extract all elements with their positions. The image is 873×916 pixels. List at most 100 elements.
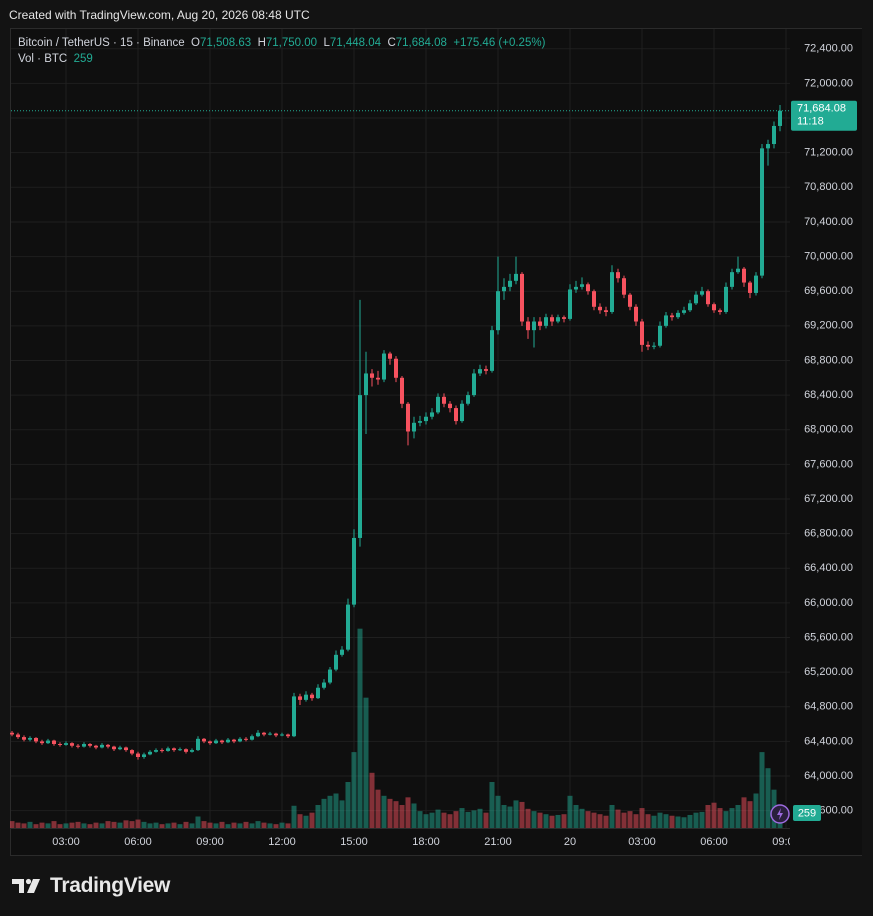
candle-body xyxy=(178,749,182,751)
candle-body xyxy=(46,740,50,744)
volume-bar xyxy=(597,814,603,828)
volume-bar xyxy=(381,795,387,828)
candle-body xyxy=(328,669,332,683)
candle-body xyxy=(628,294,632,307)
volume-bar xyxy=(201,821,207,828)
y-tick-label: 64,000.00 xyxy=(804,770,853,782)
candle-body xyxy=(724,286,728,312)
volume-bar xyxy=(159,824,165,828)
volume-bar xyxy=(477,808,483,828)
y-tick-label: 67,200.00 xyxy=(804,493,853,505)
volume-bar xyxy=(699,811,705,828)
volume-bar xyxy=(297,814,303,828)
candle-body xyxy=(370,373,374,378)
candle-body xyxy=(448,403,452,409)
volume-bar xyxy=(759,752,765,828)
candle-body xyxy=(118,747,122,750)
close-value: 71,684.08 xyxy=(395,37,447,49)
volume-bar xyxy=(129,821,135,828)
volume-bar xyxy=(183,821,189,828)
last-price-badge xyxy=(791,100,857,131)
candle-body xyxy=(184,749,188,752)
candle-body xyxy=(40,741,44,744)
candle-body xyxy=(64,743,68,745)
candle-body xyxy=(304,694,308,700)
candle-body xyxy=(676,312,680,318)
volume-bar xyxy=(549,815,555,828)
candle-body xyxy=(340,649,344,655)
volume-bar xyxy=(753,793,759,828)
candle-body xyxy=(130,750,134,754)
x-tick-label: 06:00 xyxy=(700,836,728,848)
volume-bar xyxy=(711,802,717,828)
candle-body xyxy=(22,737,26,740)
volume-bar xyxy=(333,793,339,828)
candle-body xyxy=(364,373,368,396)
chart-frame xyxy=(10,28,862,856)
symbol[interactable]: Bitcoin / TetherUS · 15 · Binance xyxy=(18,37,185,49)
candle-body xyxy=(484,369,488,371)
candle-body xyxy=(610,272,614,312)
candle-body xyxy=(682,310,686,313)
volume-bar xyxy=(465,811,471,828)
candle-body xyxy=(466,395,470,404)
candle-body xyxy=(556,317,560,322)
candle-body xyxy=(262,732,266,735)
candle-body xyxy=(760,148,764,276)
volume-bar xyxy=(351,752,357,828)
volume-bar xyxy=(417,811,423,828)
volume-bar xyxy=(717,808,723,828)
open-value: 71,508.63 xyxy=(199,37,252,49)
volume-bar xyxy=(675,816,681,828)
candle-body xyxy=(778,110,782,126)
volume-bar xyxy=(663,814,669,828)
candle-body xyxy=(148,751,152,755)
candle-body xyxy=(502,286,506,292)
candle-body xyxy=(70,743,74,746)
volume-bar xyxy=(693,812,699,828)
volume-bar xyxy=(363,697,369,828)
volume-bar xyxy=(483,812,489,828)
candle-body xyxy=(562,317,566,319)
x-tick-label: 21:00 xyxy=(484,836,512,848)
candle-body xyxy=(166,748,170,751)
volume-bar xyxy=(579,808,585,828)
volume-bar xyxy=(741,797,747,828)
candle-body xyxy=(238,738,242,742)
volume-bar xyxy=(375,789,381,828)
candle-body xyxy=(442,396,446,404)
candle-body xyxy=(196,738,200,751)
volume-bar xyxy=(555,814,561,828)
volume-label[interactable]: Vol · BTC xyxy=(18,53,68,65)
candle-body xyxy=(286,734,290,737)
volume-bar xyxy=(207,822,213,828)
candle-body xyxy=(52,740,56,745)
volume-bar xyxy=(111,821,117,828)
candle-body xyxy=(202,738,206,742)
candle-body xyxy=(172,748,176,751)
candle-body xyxy=(250,736,254,740)
candle-body xyxy=(586,284,590,292)
candle-body xyxy=(646,344,650,347)
x-tick-label: 12:00 xyxy=(268,836,296,848)
last-price-label: 71,684.08 xyxy=(797,103,846,115)
y-tick-label: 66,800.00 xyxy=(804,528,853,540)
y-tick-label: 71,200.00 xyxy=(804,147,853,159)
candle-body xyxy=(82,744,86,747)
volume-bar xyxy=(513,800,519,828)
candle-body xyxy=(214,740,218,744)
volume-bar xyxy=(639,808,645,828)
candle-body xyxy=(154,750,158,752)
volume-bar xyxy=(249,823,255,828)
high-value: 71,750.00 xyxy=(265,37,318,49)
volume-bar xyxy=(507,806,513,828)
volume-bar xyxy=(177,824,183,828)
candle-body xyxy=(406,403,410,432)
logo: TradingView xyxy=(12,874,170,898)
volume-bar xyxy=(195,816,201,828)
h-label: H xyxy=(257,37,266,49)
candle-body xyxy=(670,315,674,318)
candle-body xyxy=(772,125,776,145)
volume-bar xyxy=(63,823,69,828)
